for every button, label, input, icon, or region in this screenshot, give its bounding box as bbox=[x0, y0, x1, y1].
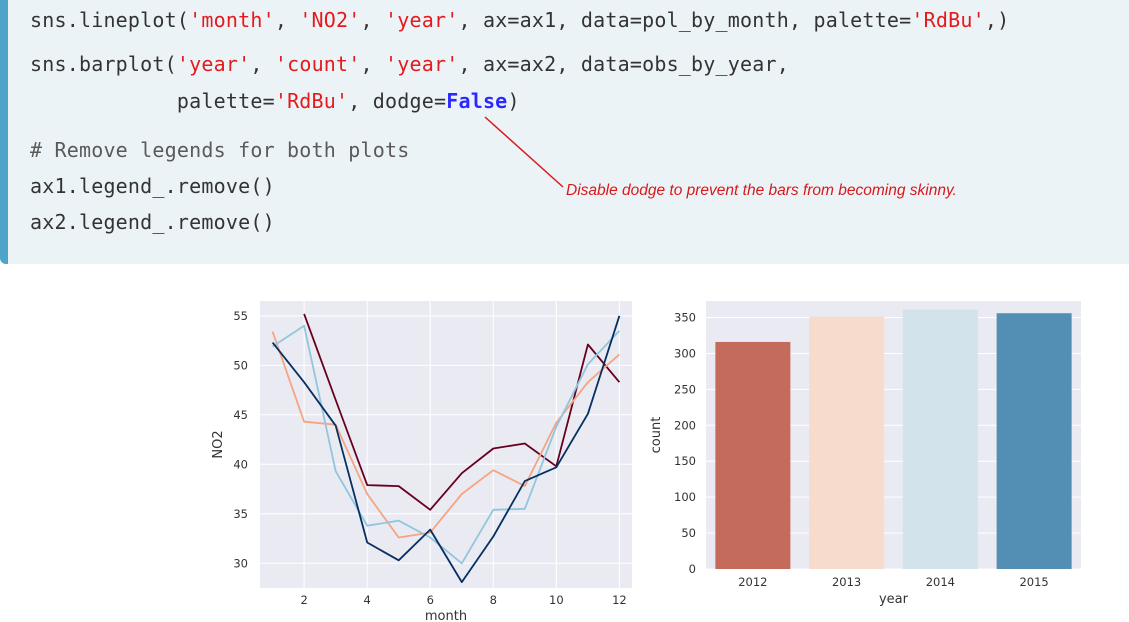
y-tick-label: 0 bbox=[689, 562, 696, 576]
code-line-lineplot: sns.lineplot('month', 'NO2', 'year', ax=… bbox=[30, 8, 1009, 32]
code-token: palette= bbox=[30, 89, 275, 113]
code-string: 'month' bbox=[189, 8, 275, 32]
y-tick-label: 300 bbox=[674, 346, 696, 360]
y-axis-label: count bbox=[649, 417, 664, 454]
x-tick-label: 2 bbox=[300, 593, 307, 607]
y-tick-label: 200 bbox=[674, 418, 696, 432]
x-tick-label: 2013 bbox=[832, 575, 861, 589]
bar-2015 bbox=[996, 313, 1072, 569]
x-axis-label: month bbox=[425, 609, 467, 622]
code-token: , ax=ax2, data=obs_by_year, bbox=[458, 52, 789, 76]
annotation-arrow bbox=[484, 116, 564, 188]
code-token: sns.barplot( bbox=[30, 52, 177, 76]
line-chart: 2 4 6 8 10 12 30 35 40 45 50 55 month NO2 bbox=[211, 301, 632, 622]
code-token: sns.lineplot( bbox=[30, 8, 190, 32]
x-tick-label: 6 bbox=[427, 593, 434, 607]
code-block: sns.lineplot('month', 'NO2', 'year', ax=… bbox=[0, 0, 1129, 264]
code-token: ,) bbox=[984, 8, 1010, 32]
code-token: , bbox=[360, 52, 386, 76]
bar-2013 bbox=[809, 316, 885, 569]
y-tick-label: 30 bbox=[233, 556, 248, 570]
bar-2014 bbox=[902, 309, 978, 569]
code-line-legend-remove-2: ax2.legend_.remove() bbox=[30, 210, 275, 234]
y-tick-label: 350 bbox=[674, 311, 696, 325]
x-tick-label: 2012 bbox=[738, 575, 767, 589]
code-string: 'RdBu' bbox=[911, 8, 985, 32]
series-line-3 bbox=[272, 324, 621, 565]
code-keyword: False bbox=[446, 89, 508, 113]
y-tick-label: 40 bbox=[233, 457, 248, 471]
code-line-legend-remove-1: ax1.legend_.remove() bbox=[30, 174, 275, 198]
code-string: 'year' bbox=[385, 8, 459, 32]
x-tick-label: 10 bbox=[549, 593, 564, 607]
y-tick-label: 250 bbox=[674, 382, 696, 396]
code-comment: # Remove legends for both plots bbox=[30, 138, 410, 162]
x-tick-label: 2014 bbox=[926, 575, 955, 589]
annotation-text: Disable dodge to prevent the bars from b… bbox=[566, 182, 957, 199]
code-token: , bbox=[274, 8, 300, 32]
x-tick-label: 2015 bbox=[1019, 575, 1048, 589]
code-token: ) bbox=[507, 89, 520, 113]
x-tick-label: 4 bbox=[364, 593, 371, 607]
y-tick-label: 50 bbox=[233, 358, 248, 372]
code-string: 'year' bbox=[176, 52, 251, 76]
series-line-4 bbox=[271, 315, 621, 584]
annotation-line bbox=[484, 116, 564, 188]
bar-chart: 0 50 100 150 200 250 300 350 2012 2013 2014 2015 yea… bbox=[649, 301, 1081, 607]
code-token: , bbox=[250, 52, 275, 76]
y-tick-label: 100 bbox=[674, 490, 696, 504]
y-tick-label: 150 bbox=[674, 454, 696, 468]
y-tick-label: 45 bbox=[233, 408, 248, 422]
bar-2012 bbox=[715, 341, 791, 569]
code-token: , ax=ax1, data=pol_by_month, palette= bbox=[458, 8, 912, 32]
charts-area: 2 4 6 8 10 12 30 35 40 45 50 55 month NO2 0 50 100 150 20… bbox=[211, 301, 1081, 622]
code-token: , dodge= bbox=[348, 89, 447, 113]
code-string: 'RdBu' bbox=[274, 89, 349, 113]
y-tick-label: 35 bbox=[233, 507, 248, 521]
x-tick-label: 12 bbox=[612, 593, 627, 607]
code-token: , bbox=[360, 8, 386, 32]
x-axis-label: year bbox=[879, 592, 909, 607]
code-string: 'NO2' bbox=[299, 8, 361, 32]
y-tick-label: 50 bbox=[681, 526, 696, 540]
series-line-1 bbox=[303, 313, 621, 511]
y-tick-label: 55 bbox=[233, 309, 248, 323]
code-string: 'year' bbox=[385, 52, 459, 76]
code-string: 'count' bbox=[274, 52, 361, 76]
y-axis-label: NO2 bbox=[211, 430, 226, 458]
code-line-barplot: sns.barplot('year', 'count', 'year', ax=… bbox=[30, 52, 789, 76]
x-tick-label: 8 bbox=[490, 593, 497, 607]
code-line-palette: palette='RdBu', dodge=False) bbox=[30, 89, 520, 113]
